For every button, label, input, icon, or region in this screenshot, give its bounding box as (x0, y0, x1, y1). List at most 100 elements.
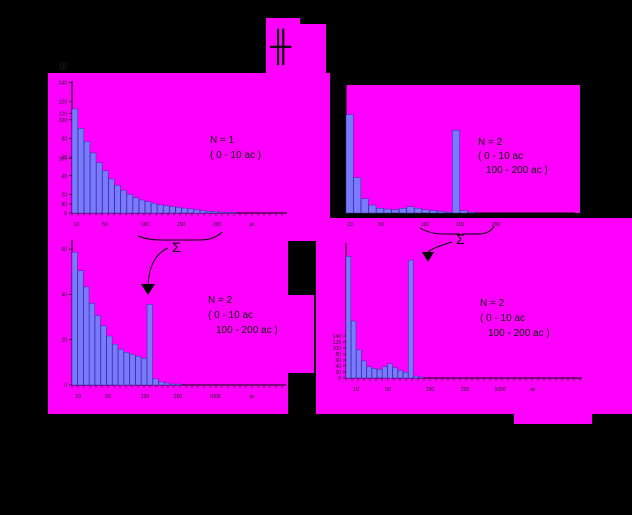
bar (89, 303, 95, 386)
bar (175, 207, 182, 214)
arrow-down-left (147, 247, 169, 285)
y-tick-label: 40 (335, 364, 341, 370)
bar (135, 356, 142, 386)
bar (392, 367, 398, 379)
x-tick-label: ac (249, 222, 255, 228)
y-tick-label: 80 (335, 352, 341, 358)
x-tick-label: 100 (421, 222, 430, 228)
bar (181, 207, 188, 214)
bar (102, 170, 109, 214)
x-tick-label: 50 (102, 222, 108, 228)
x-tick-label: 50 (378, 222, 384, 228)
bar (212, 211, 219, 214)
x-tick-label: 10 (73, 222, 79, 228)
annotation-line: 100 - 200 ac ) (216, 325, 278, 336)
bar (429, 210, 438, 214)
y-tick-label: 140 (59, 81, 68, 87)
bar (100, 325, 107, 386)
panel-top-left-tail (318, 73, 330, 103)
y-tick-label: 160 (59, 62, 68, 68)
bar (152, 378, 159, 386)
annotation-line: N = 2 (478, 137, 503, 148)
bar (224, 211, 231, 214)
y-tick-label: 60 (61, 247, 67, 253)
bar (77, 270, 84, 386)
bar (144, 201, 152, 214)
bar (94, 315, 101, 386)
bar (397, 370, 404, 379)
bracket-right (419, 225, 495, 235)
annotation-line: ( 0 - 10 ac (480, 313, 525, 324)
x-tick-label: 1000 (209, 394, 220, 400)
bar (170, 383, 176, 386)
bar (157, 204, 164, 214)
sum-symbol-right: Σ (456, 231, 465, 247)
x-tick-label: 1000 (494, 387, 505, 393)
annotation-line: N = 1 (210, 135, 235, 146)
bar (126, 194, 133, 214)
panel-top-right (346, 85, 580, 213)
bar (356, 349, 362, 379)
y-tick-label: 120 (333, 340, 342, 346)
y-tick-label: 20 (335, 370, 341, 376)
arrow-down-right (427, 241, 453, 253)
y-tick-label: 100 (59, 118, 68, 124)
bar (366, 366, 372, 379)
bar (452, 130, 460, 214)
annotation-line: ( 0 - 10 ac (478, 151, 523, 162)
bar (199, 210, 207, 214)
y-tick-label: 40 (61, 292, 67, 298)
y-tick-label: 20 (61, 192, 67, 198)
bar (413, 375, 419, 379)
bracket-left (137, 231, 223, 241)
bar (83, 286, 90, 386)
x-tick-label: 10 (75, 394, 81, 400)
bar (444, 211, 453, 214)
bar (106, 335, 113, 386)
bar (138, 199, 146, 214)
bar (90, 152, 97, 214)
x-tick-label: 100 (141, 222, 150, 228)
bar (77, 128, 85, 214)
bar (71, 251, 78, 386)
x-tick-label: 200 (174, 394, 183, 400)
x-tick-label: ac (249, 394, 255, 400)
bar (402, 372, 409, 379)
bar (71, 108, 78, 214)
bar (353, 177, 362, 214)
annotation-line: N = 2 (208, 295, 233, 306)
bar (408, 259, 414, 379)
bar (151, 203, 158, 214)
bar (360, 198, 369, 214)
y-tick-label: 80 (61, 202, 67, 208)
x-tick-label: 150 (456, 222, 465, 228)
annotation-line: 100 - 200 ac ) (486, 165, 548, 176)
annotation-line: N = 2 (480, 298, 505, 309)
arrow-head-right (422, 252, 434, 262)
y-tick-label: 120 (59, 99, 68, 105)
bar (230, 211, 237, 214)
bar (350, 320, 357, 379)
annotation-line: ( 0 - 10 ac ) (210, 150, 261, 161)
x-tick-label: 10 (347, 222, 353, 228)
y-tick-label: 80 (61, 137, 67, 143)
bar (406, 206, 415, 214)
x-tick-label: 10 (353, 387, 359, 393)
bar (376, 208, 384, 214)
y-tick-label: 0 (338, 376, 341, 382)
bar (158, 381, 165, 386)
y-tick-label: 100 (59, 157, 68, 163)
top-mark: ╫ (269, 28, 292, 66)
bar (205, 211, 213, 214)
x-tick-label: 200 (492, 222, 501, 228)
bar (414, 208, 422, 214)
bar (383, 208, 392, 214)
bar (345, 256, 352, 379)
bar (391, 209, 400, 214)
bar (418, 376, 424, 379)
bar (345, 114, 354, 214)
